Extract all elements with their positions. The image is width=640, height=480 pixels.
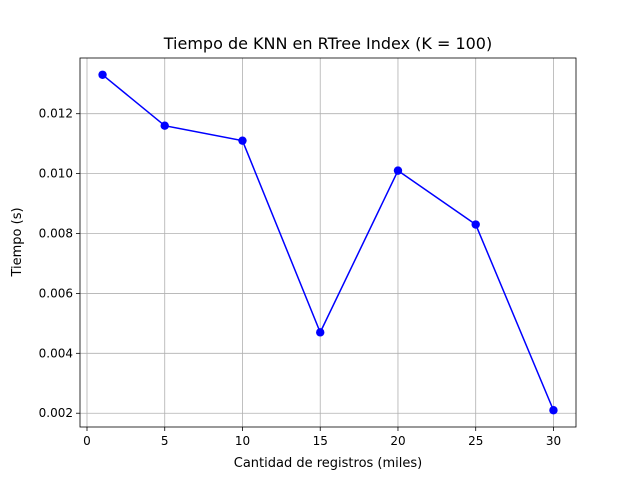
x-tick-label: 10: [235, 434, 250, 448]
y-tick-label: 0.008: [39, 227, 73, 241]
plot-frame: [79, 57, 577, 428]
y-tick-label: 0.004: [39, 346, 73, 360]
data-point: [549, 406, 558, 415]
x-tick-label: 25: [468, 434, 483, 448]
x-axis-label: Cantidad de registros (miles): [234, 456, 423, 471]
x-tick-label: 0: [83, 434, 91, 448]
data-point: [160, 121, 169, 130]
y-tick-label: 0.010: [39, 167, 73, 181]
y-tick-label: 0.002: [39, 406, 73, 420]
data-point: [316, 328, 325, 337]
series-layer: [98, 70, 558, 415]
series-line: [102, 74, 555, 411]
data-point: [471, 220, 480, 229]
x-tick-label: 30: [546, 434, 561, 448]
data-point: [238, 136, 247, 145]
grid: [80, 58, 576, 427]
data-point: [393, 166, 403, 175]
data-point: [98, 70, 107, 79]
x-tick-label: 15: [313, 434, 328, 448]
y-axis-label: Tiempo (s): [10, 207, 25, 277]
y-tick-label: 0.012: [39, 107, 73, 121]
x-tick-label: 20: [390, 434, 405, 448]
y-axis: 0.002 0.004 0.006 0.008 0.010 0.012: [39, 107, 80, 420]
y-tick-label: 0.006: [39, 286, 73, 300]
x-tick-label: 5: [161, 434, 169, 448]
x-axis: 0 5 10 15 20 25 30: [83, 427, 561, 448]
chart-title: Tiempo de KNN en RTree Index (K = 100): [163, 34, 492, 53]
